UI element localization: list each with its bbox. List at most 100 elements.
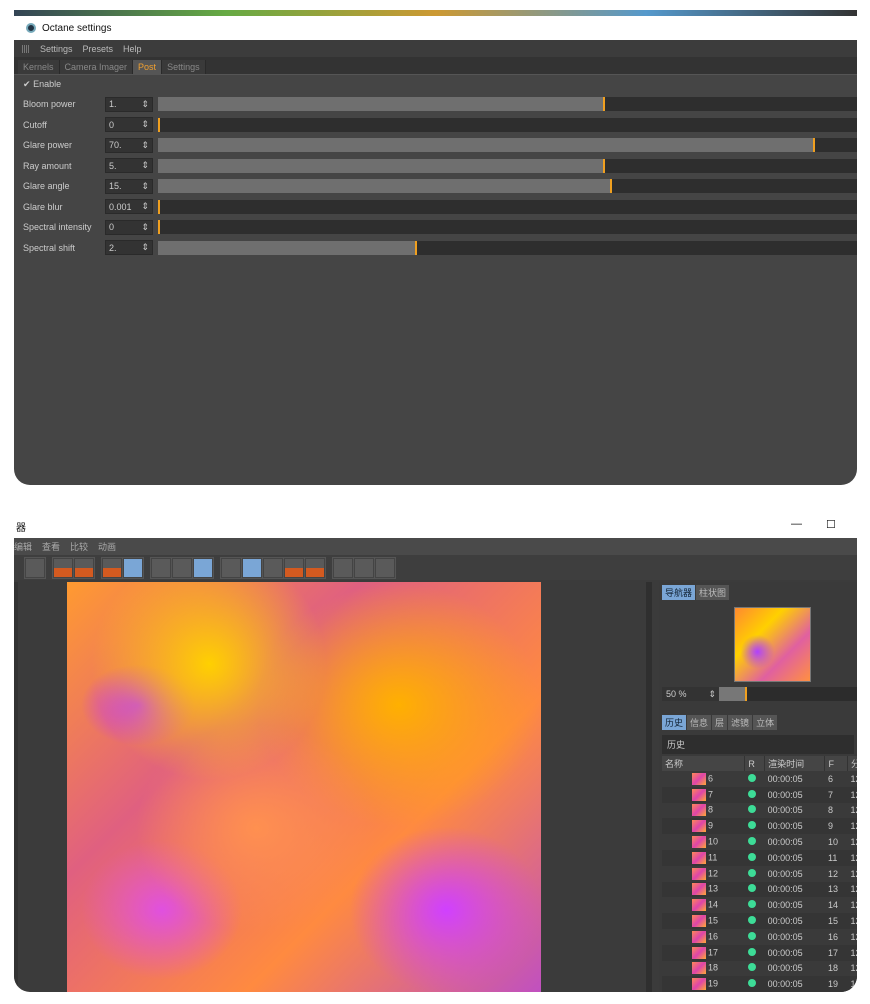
- table-row[interactable]: 16 00:00:05 16 1200x120: [662, 929, 857, 945]
- param-value-field[interactable]: 1. ⇕: [105, 96, 153, 112]
- set-b-icon[interactable]: [305, 557, 325, 578]
- user-import-icon[interactable]: [74, 557, 94, 578]
- delete-icon[interactable]: [102, 557, 122, 578]
- toolbar: [14, 555, 857, 580]
- tab-hist-4[interactable]: 立体: [753, 715, 778, 730]
- compare-1-icon[interactable]: [333, 557, 353, 578]
- ab-swap-icon[interactable]: [263, 557, 283, 578]
- menu-help[interactable]: Help: [123, 43, 142, 54]
- time-cell: 00:00:05: [764, 913, 825, 929]
- spinner-icon[interactable]: ⇕: [141, 160, 149, 171]
- tab-hist-0[interactable]: 历史: [662, 715, 687, 730]
- tab-nav-1[interactable]: 柱状图: [696, 585, 730, 600]
- column-header[interactable]: 渲染时间: [764, 756, 826, 771]
- table-row[interactable]: 18 00:00:05 18 1200x120: [662, 961, 857, 977]
- compare-2-icon[interactable]: [354, 557, 374, 578]
- param-value: 0: [109, 119, 115, 130]
- status-cell: [744, 849, 765, 866]
- table-row[interactable]: 10 00:00:05 10 1200x120: [662, 834, 857, 850]
- history-header: 历史: [662, 735, 854, 754]
- enable-checkbox[interactable]: ✔ Enable: [14, 75, 857, 94]
- tab-hist-2[interactable]: 层: [712, 715, 728, 730]
- split-icon[interactable]: [242, 557, 262, 578]
- row-name: 8: [708, 804, 714, 815]
- spinner-icon[interactable]: ⇕: [141, 180, 149, 191]
- param-slider[interactable]: [158, 138, 857, 153]
- menu-item[interactable]: 动画: [98, 542, 117, 552]
- param-slider[interactable]: [158, 97, 857, 112]
- tab-settings[interactable]: Settings: [162, 60, 206, 74]
- view-c-icon[interactable]: [193, 557, 213, 578]
- tab-camera-imager[interactable]: Camera Imager: [59, 60, 134, 74]
- column-header[interactable]: 名称: [662, 756, 746, 771]
- tab-nav-0[interactable]: 导航器: [662, 585, 696, 600]
- grip-icon[interactable]: [22, 44, 30, 53]
- spinner-icon[interactable]: ⇕: [141, 201, 149, 212]
- scrollbar[interactable]: [646, 582, 652, 992]
- menu-settings[interactable]: Settings: [40, 43, 73, 54]
- render-icon[interactable]: [25, 557, 45, 578]
- name-cell: 8: [662, 803, 745, 819]
- param-slider[interactable]: [158, 199, 857, 214]
- navigator-thumbnail[interactable]: [734, 607, 811, 682]
- param-slider[interactable]: [158, 179, 857, 194]
- menu-item[interactable]: 编辑: [14, 542, 33, 552]
- spinner-icon[interactable]: ⇕: [141, 119, 149, 130]
- param-value-field[interactable]: 15. ⇕: [105, 178, 153, 194]
- view-b-icon[interactable]: [172, 557, 192, 578]
- tab-post[interactable]: Post: [133, 60, 163, 74]
- table-row[interactable]: 6 00:00:05 6 1200x120: [662, 771, 857, 787]
- spinner-icon[interactable]: ⇕: [141, 221, 149, 232]
- table-row[interactable]: 900:00:0591200x120: [662, 818, 857, 835]
- table-row[interactable]: 14 00:00:05 14 1200x120: [662, 897, 857, 913]
- menu-presets[interactable]: Presets: [82, 43, 114, 54]
- param-slider[interactable]: [158, 158, 857, 173]
- time-cell: 00:00:05: [767, 868, 803, 879]
- save-icon[interactable]: [123, 557, 143, 578]
- param-slider[interactable]: [158, 240, 857, 255]
- column-header[interactable]: R: [744, 756, 766, 771]
- spinner-icon[interactable]: ⇕: [141, 242, 149, 253]
- tab-kernels[interactable]: Kernels: [18, 60, 60, 74]
- param-slider[interactable]: [158, 117, 857, 132]
- spinner-icon[interactable]: ⇕: [141, 98, 149, 109]
- view-a-icon[interactable]: [151, 557, 171, 578]
- table-row[interactable]: 8 00:00:05 8 1200x120: [662, 803, 857, 819]
- spinner-icon[interactable]: ⇕: [708, 688, 716, 699]
- spinner-icon[interactable]: ⇕: [141, 139, 149, 150]
- zoom-field[interactable]: 50 % ⇕: [662, 687, 719, 701]
- param-value-field[interactable]: 5. ⇕: [105, 158, 153, 174]
- row-name: 18: [708, 962, 719, 973]
- thumbnail-icon: [692, 899, 706, 912]
- set-a-icon[interactable]: [284, 557, 304, 578]
- param-label: Glare blur: [23, 201, 63, 212]
- table-row[interactable]: 12 00:00:05 12 1200x120: [662, 866, 857, 882]
- param-value-field[interactable]: 70. ⇕: [105, 137, 153, 153]
- menu-item[interactable]: 查看: [42, 542, 61, 552]
- column-header[interactable]: F: [824, 756, 848, 771]
- tab-hist-1[interactable]: 信息: [687, 715, 712, 730]
- frame-cell: 9: [824, 818, 848, 835]
- table-row[interactable]: 700:00:0571200x120: [662, 786, 857, 803]
- minimize-button[interactable]: —: [791, 518, 802, 530]
- maximize-button[interactable]: ☐: [826, 519, 836, 531]
- menu-item[interactable]: 比较: [70, 542, 89, 552]
- param-slider[interactable]: [158, 220, 857, 235]
- frame-cell: 17: [824, 944, 848, 961]
- compare-3-icon[interactable]: [375, 557, 395, 578]
- param-value-field[interactable]: 0 ⇕: [105, 219, 153, 235]
- param-value-field[interactable]: 2. ⇕: [105, 240, 153, 256]
- param-value-field[interactable]: 0.001 ⇕: [105, 199, 153, 215]
- tab-hist-3[interactable]: 滤镜: [728, 715, 753, 730]
- zoom-slider[interactable]: [719, 687, 857, 701]
- column-header[interactable]: 分辨率: [847, 756, 857, 771]
- param-value-field[interactable]: 0 ⇕: [105, 117, 153, 133]
- import-icon[interactable]: [53, 557, 73, 578]
- ab-icon[interactable]: [221, 557, 241, 578]
